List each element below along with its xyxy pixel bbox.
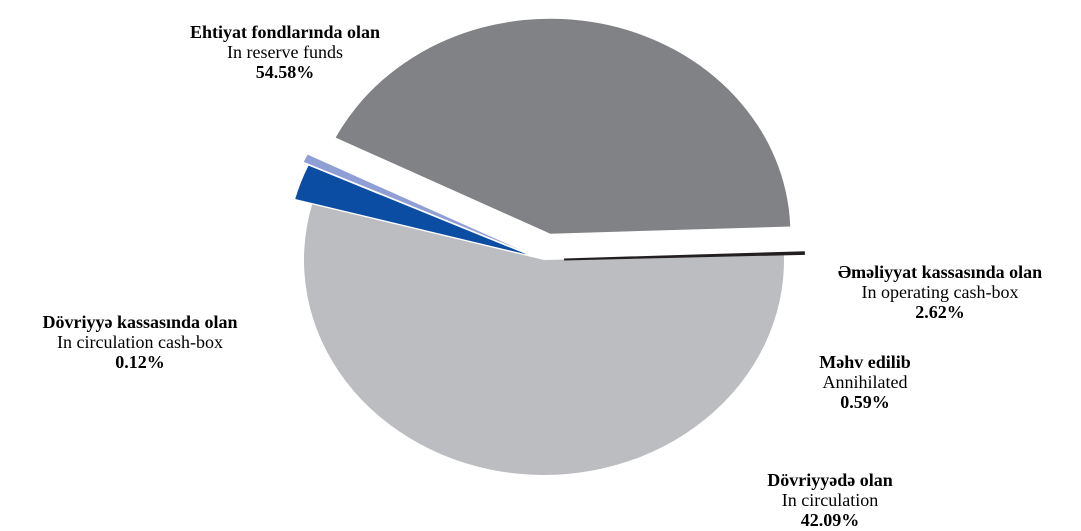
label-annihilated-pct: 0.59% xyxy=(840,392,890,412)
label-circulation-cash-box: Dövriyyə kassasında olan In circulation … xyxy=(5,312,275,372)
label-reserve-funds-az: Ehtiyat fondlarında olan xyxy=(189,22,381,42)
slice-operating-cash-box xyxy=(295,165,528,255)
label-circulation-cash-box-en: In circulation cash-box xyxy=(57,332,223,352)
label-circulation-cash-box-az: Dövriyyə kassasında olan xyxy=(42,312,238,332)
label-reserve-funds: Ehtiyat fondlarında olan In reserve fund… xyxy=(150,22,420,82)
label-annihilated-az: Məhv edilib xyxy=(819,352,911,372)
label-circulation-cash-box-pct: 0.12% xyxy=(115,352,165,372)
label-operating-cash-box-en: In operating cash-box xyxy=(861,282,1019,302)
label-operating-cash-box: Əməliyyat kassasında olan In operating c… xyxy=(805,262,1075,322)
slice-reserve-funds xyxy=(304,204,785,475)
slice-in-circulation xyxy=(335,18,791,234)
label-reserve-funds-pct: 54.58% xyxy=(255,62,315,82)
label-operating-cash-box-pct: 2.62% xyxy=(915,302,965,322)
slice-circulation-cash-box xyxy=(563,251,805,261)
label-in-circulation-pct: 42.09% xyxy=(800,510,860,530)
label-in-circulation-az: Dövriyyədə olan xyxy=(767,470,893,490)
label-annihilated: Məhv edilib Annihilated 0.59% xyxy=(790,352,940,412)
label-operating-cash-box-az: Əməliyyat kassasında olan xyxy=(837,262,1043,282)
label-in-circulation-en: In circulation xyxy=(781,490,879,510)
label-reserve-funds-en: In reserve funds xyxy=(227,42,343,62)
label-in-circulation: Dövriyyədə olan In circulation 42.09% xyxy=(730,470,930,530)
slice-annihilated xyxy=(303,154,523,251)
label-annihilated-en: Annihilated xyxy=(822,372,908,392)
